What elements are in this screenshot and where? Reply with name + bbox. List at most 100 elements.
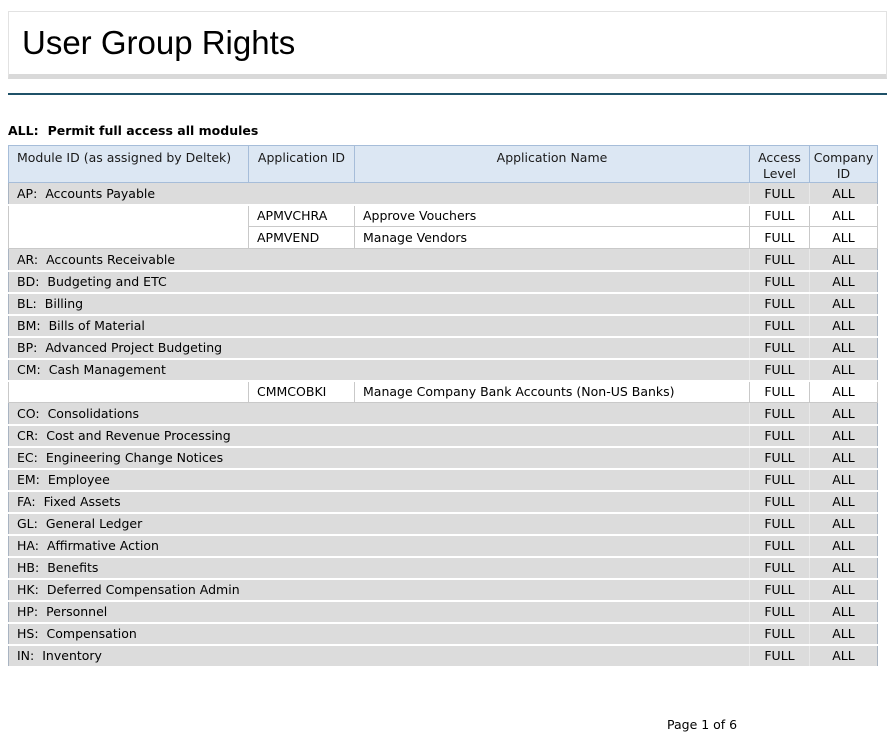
module-name: Cash Management: [48, 362, 166, 377]
module-cell: HB: Benefits: [8, 556, 750, 580]
access-level-cell: FULL: [749, 270, 810, 294]
module-name: Cost and Revenue Processing: [46, 428, 231, 443]
module-name: Consolidations: [47, 405, 140, 421]
access-level-cell: FULL: [749, 534, 810, 558]
table-row: APMVCHRA Approve Vouchers FULL ALL: [8, 204, 878, 249]
company-id-cell: ALL: [809, 622, 878, 646]
header-row: Module ID (as assigned by Deltek) Applic…: [8, 145, 878, 183]
table-row: CMMCOBKI Manage Company Bank Accounts (No…: [8, 380, 878, 403]
column-header-company-id: Company ID: [809, 145, 878, 183]
table-row: BD: Budgeting and ETC FULL ALL: [8, 270, 878, 294]
access-level-cell: FULL: [749, 314, 810, 338]
module-id: CM:: [17, 362, 41, 377]
module-id: HB:: [17, 560, 40, 575]
module-name: Deferred Compensation Admin: [46, 582, 240, 597]
access-level-cell: FULL: [749, 248, 810, 272]
module-name: Compensation: [46, 626, 137, 641]
group-description: Permit full access all modules: [47, 123, 259, 138]
module-name: Billing: [44, 296, 84, 311]
module-name: Advanced Project Budgeting: [45, 340, 223, 355]
access-level-cell: FULL: [749, 204, 810, 227]
company-id-cell: ALL: [809, 270, 878, 294]
module-id: EM:: [17, 472, 40, 487]
table-row: EM: Employee FULL ALL: [8, 468, 878, 492]
table-row: FA: Fixed Assets FULL ALL: [8, 490, 878, 514]
access-level-cell: FULL: [749, 182, 810, 206]
module-cell: HS: Compensation: [8, 622, 750, 646]
module-cell: AP: Accounts Payable: [8, 182, 750, 206]
module-id: IN:: [17, 648, 35, 663]
access-level-cell: FULL: [749, 424, 810, 448]
application-name-cell: Approve Vouchers: [354, 204, 750, 227]
company-id-cell: ALL: [809, 446, 878, 470]
module-id: EC:: [17, 450, 38, 465]
access-level-cell: FULL: [749, 512, 810, 536]
access-level-cell: FULL: [749, 600, 810, 624]
module-cell: HA: Affirmative Action: [8, 534, 750, 558]
module-name: Bills of Material: [48, 318, 145, 333]
access-level-cell: FULL: [749, 490, 810, 514]
company-id-cell: ALL: [809, 644, 878, 668]
module-name: Accounts Payable: [45, 185, 156, 201]
module-id: HS:: [17, 626, 39, 641]
access-level-cell: FULL: [749, 578, 810, 602]
module-cell: HK: Deferred Compensation Admin: [8, 578, 750, 602]
company-id-cell: ALL: [809, 358, 878, 382]
table-row: CR: Cost and Revenue Processing FULL ALL: [8, 424, 878, 448]
access-level-cell: FULL: [749, 446, 810, 470]
group-id-label: ALL:: [8, 123, 39, 138]
company-id-cell: ALL: [809, 578, 878, 602]
module-name: Accounts Receivable: [46, 251, 176, 267]
company-id-cell: ALL: [809, 248, 878, 272]
table-row: AR: Accounts Receivable FULL ALL: [8, 248, 878, 272]
module-cell: CR: Cost and Revenue Processing: [8, 424, 750, 448]
module-name: Personnel: [46, 604, 108, 619]
table-row: HP: Personnel FULL ALL: [8, 600, 878, 624]
company-id-cell: ALL: [809, 534, 878, 558]
table-row: BL: Billing FULL ALL: [8, 292, 878, 316]
module-name: Affirmative Action: [46, 538, 159, 553]
module-name: Fixed Assets: [43, 494, 121, 509]
page-title: User Group Rights: [22, 24, 296, 61]
header-divider-rule: [8, 93, 887, 95]
table-row: AP: Accounts Payable FULL ALL: [8, 182, 878, 206]
module-id: GL:: [17, 516, 38, 531]
company-id-cell: ALL: [809, 600, 878, 624]
module-cell-empty: [8, 204, 249, 249]
column-header-module-id: Module ID (as assigned by Deltek): [8, 145, 249, 183]
column-header-access-level: Access Level: [749, 145, 810, 183]
access-level-cell: FULL: [749, 556, 810, 580]
access-level-cell: FULL: [749, 292, 810, 316]
module-id: CO:: [17, 405, 40, 421]
module-name: Employee: [47, 472, 110, 487]
table-row: EC: Engineering Change Notices FULL ALL: [8, 446, 878, 470]
module-id: HA:: [17, 538, 39, 553]
table-row: HS: Compensation FULL ALL: [8, 622, 878, 646]
table-row: HA: Affirmative Action FULL ALL: [8, 534, 878, 558]
column-header-application-id: Application ID: [248, 145, 355, 183]
company-id-cell: ALL: [809, 468, 878, 492]
module-id: AP:: [17, 185, 38, 201]
company-id-cell: ALL: [809, 314, 878, 338]
column-header-application-name: Application Name: [354, 145, 750, 183]
module-cell-empty: [8, 380, 249, 403]
module-name: General Ledger: [45, 516, 143, 531]
table-row: CO: Consolidations FULL ALL: [8, 402, 878, 426]
company-id-cell: ALL: [809, 204, 878, 227]
access-level-cell: FULL: [749, 358, 810, 382]
table-row: CM: Cash Management FULL ALL: [8, 358, 878, 382]
access-level-cell: FULL: [749, 622, 810, 646]
company-id-cell: ALL: [809, 512, 878, 536]
module-cell: HP: Personnel: [8, 600, 750, 624]
rights-table-body: AP: Accounts Payable FULL ALL APMVCHRA Approv…: [8, 182, 878, 668]
access-level-cell: FULL: [749, 644, 810, 668]
access-level-cell: FULL: [749, 226, 810, 249]
module-name: Engineering Change Notices: [45, 450, 224, 465]
module-id: BL:: [17, 296, 37, 311]
application-id-cell: APMVEND: [248, 226, 355, 249]
company-id-cell: ALL: [809, 402, 878, 426]
module-cell: FA: Fixed Assets: [8, 490, 750, 514]
module-id: BP:: [17, 340, 38, 355]
table-row: BP: Advanced Project Budgeting FULL ALL: [8, 336, 878, 360]
